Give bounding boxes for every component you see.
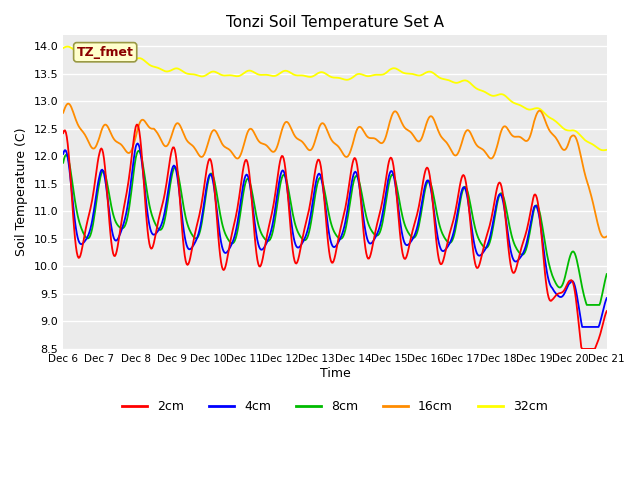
Y-axis label: Soil Temperature (C): Soil Temperature (C)	[15, 128, 28, 256]
Legend: 2cm, 4cm, 8cm, 16cm, 32cm: 2cm, 4cm, 8cm, 16cm, 32cm	[117, 395, 553, 418]
Text: TZ_fmet: TZ_fmet	[77, 46, 134, 59]
Title: Tonzi Soil Temperature Set A: Tonzi Soil Temperature Set A	[226, 15, 444, 30]
X-axis label: Time: Time	[319, 367, 350, 380]
